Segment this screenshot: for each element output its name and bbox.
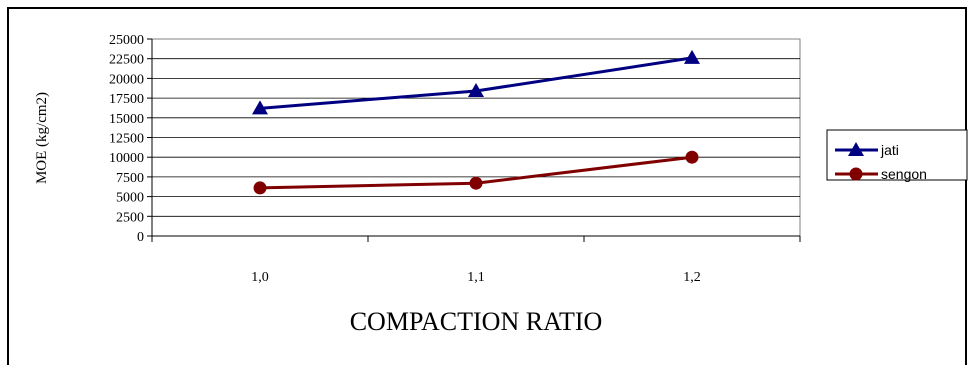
x-tick-label: 1,0	[251, 270, 269, 285]
y-tick-label: 17500	[109, 92, 144, 107]
data-point-jati	[252, 100, 268, 115]
legend-item-sengon: sengon	[835, 166, 927, 182]
data-point-jati	[468, 83, 484, 98]
y-tick-label: 22500	[109, 53, 144, 68]
legend-item-jati: jati	[835, 142, 899, 158]
x-tick-label: 1,1	[467, 270, 485, 285]
legend-marker	[849, 167, 863, 181]
gridlines	[152, 58, 800, 217]
data-point-jati	[684, 49, 700, 64]
y-axis: 0 2500 5000 7500 10000 12500 15000 17500 20000 22…	[109, 33, 153, 245]
y-tick-label: 15000	[109, 112, 144, 127]
legend-label: sengon	[881, 166, 927, 182]
y-tick-label: 2500	[116, 210, 144, 225]
data-point-sengon	[469, 176, 483, 190]
y-tick-label: 10000	[109, 151, 144, 166]
legend-marker	[848, 142, 864, 156]
data-point-sengon	[685, 150, 699, 164]
y-tick-label: 20000	[109, 72, 144, 87]
legend-label: jati	[880, 142, 899, 158]
y-axis-title: MOE (kg/cm2)	[34, 92, 50, 184]
x-axis-title: COMPACTION RATIO	[350, 307, 603, 336]
legend: jati sengon	[826, 129, 968, 182]
series-sengon	[253, 150, 699, 195]
y-tick-label: 7500	[116, 171, 144, 186]
y-tick-label: 5000	[116, 191, 144, 206]
series-layer	[252, 49, 700, 195]
y-tick-label: 12500	[109, 132, 144, 147]
x-tick-label: 1,2	[683, 270, 701, 285]
data-point-sengon	[253, 181, 267, 195]
series-jati	[252, 49, 700, 115]
y-tick-label: 25000	[109, 33, 144, 48]
x-axis: 1,0 1,1 1,2	[151, 235, 801, 285]
y-tick-label: 0	[137, 230, 144, 245]
